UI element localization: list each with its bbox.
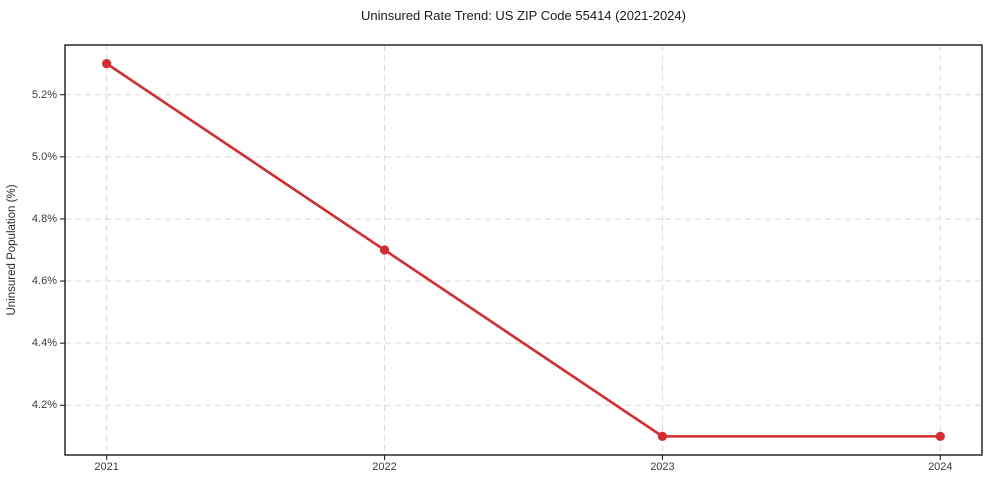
y-tick-label: 4.2% [31,399,57,412]
x-tick-label: 2024 [928,461,953,473]
plot-border [64,44,983,456]
data-point-marker [379,245,390,255]
y-tick-label: 5.0% [31,150,57,163]
data-point-marker [102,59,112,69]
y-tick-label: 5.2% [31,88,57,101]
x-tick-label: 2021 [94,461,119,473]
y-tick-label: 4.8% [31,212,57,225]
data-point-marker [935,431,945,441]
y-tick-label: 4.6% [31,275,57,288]
x-tick-label: 2023 [650,461,675,473]
data-point-marker [657,431,668,441]
y-tick-label: 4.4% [31,337,57,350]
trend-line [105,62,942,438]
chart-title: Uninsured Rate Trend: US ZIP Code 55414 … [361,8,686,23]
x-tick-label: 2022 [372,461,397,473]
